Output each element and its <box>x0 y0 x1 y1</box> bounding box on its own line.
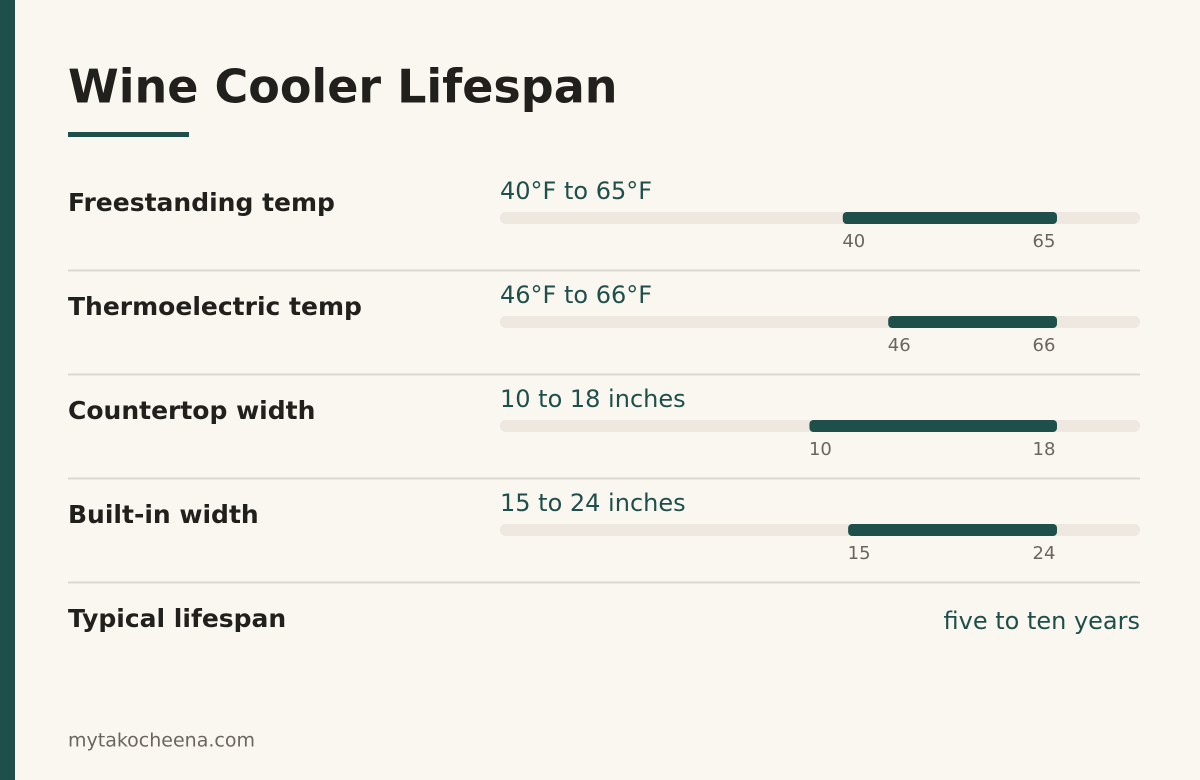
range-text: 15 to 24 inches <box>500 489 686 517</box>
row-label: Freestanding temp <box>68 188 335 217</box>
range-bar <box>888 316 1057 328</box>
range-text: 46°F to 66°F <box>500 281 652 309</box>
range-bar <box>842 212 1057 224</box>
footer: mytakocheena.com <box>68 730 255 752</box>
range-bar <box>809 420 1057 432</box>
title: Wine Cooler Lifespan <box>68 60 617 114</box>
range-text: 40°F to 65°F <box>500 177 652 205</box>
low-label: 46 <box>888 335 911 356</box>
title-underline <box>68 132 189 137</box>
low-label: 15 <box>848 543 871 564</box>
high-label: 65 <box>1033 231 1056 252</box>
high-label: 66 <box>1033 335 1056 356</box>
high-label: 24 <box>1033 543 1056 564</box>
summary-value: five to ten years <box>944 607 1141 635</box>
summary-label: Typical lifespan <box>68 604 286 633</box>
low-label: 40 <box>842 231 865 252</box>
range-bar <box>848 524 1057 536</box>
low-label: 10 <box>809 439 832 460</box>
row-label: Countertop width <box>68 396 315 425</box>
accent-stripe <box>0 0 15 780</box>
high-label: 18 <box>1033 439 1056 460</box>
row-label: Thermoelectric temp <box>68 292 362 321</box>
row-label: Built-in width <box>68 500 259 529</box>
range-text: 10 to 18 inches <box>500 385 686 413</box>
